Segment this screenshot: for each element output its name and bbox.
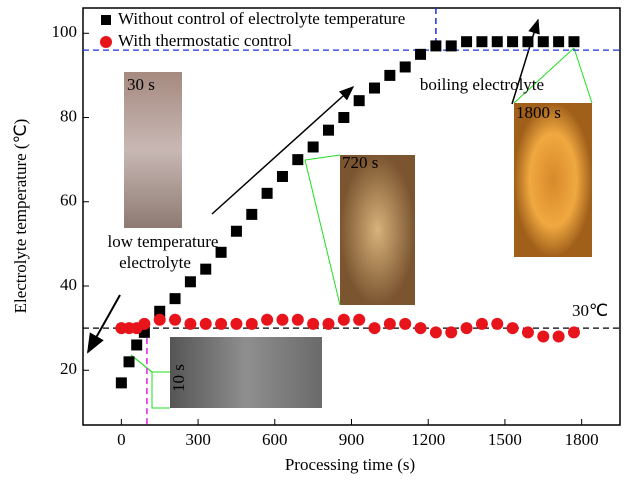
point <box>507 322 519 334</box>
point <box>323 125 334 136</box>
point <box>568 326 580 338</box>
point <box>415 49 426 60</box>
point <box>185 276 196 287</box>
point <box>568 36 579 47</box>
point <box>215 318 227 330</box>
connector <box>305 155 340 160</box>
point <box>369 322 381 334</box>
point <box>461 322 473 334</box>
point <box>461 36 472 47</box>
connector <box>305 160 340 305</box>
point <box>276 314 288 326</box>
point <box>124 356 135 367</box>
y-tick-label: 80 <box>60 106 77 125</box>
point <box>308 142 319 153</box>
x-tick-label: 0 <box>117 430 126 449</box>
point <box>170 293 181 304</box>
point <box>446 40 457 51</box>
photo <box>340 155 415 305</box>
arrow <box>88 295 120 352</box>
point <box>277 171 288 182</box>
point <box>369 83 380 94</box>
connector <box>131 355 170 372</box>
point <box>354 95 365 106</box>
connector <box>574 48 592 103</box>
point <box>184 318 196 330</box>
point <box>491 318 503 330</box>
y-tick-label: 100 <box>52 22 78 41</box>
point <box>216 247 227 258</box>
point <box>522 36 533 47</box>
point <box>353 314 365 326</box>
point <box>246 209 257 220</box>
photo-label: 30 s <box>127 75 155 94</box>
point <box>384 318 396 330</box>
legend-label: Without control of electrolyte temperatu… <box>118 9 405 28</box>
point <box>400 61 411 72</box>
point <box>338 112 349 123</box>
annotation: 30℃ <box>572 301 608 320</box>
x-tick-label: 1500 <box>488 430 522 449</box>
point <box>492 36 503 47</box>
chart: 30 s 720 s 1800 s 10 s low temperature e… <box>0 0 627 478</box>
x-axis-label: Processing time (s) <box>285 455 415 474</box>
point <box>169 314 181 326</box>
point <box>430 326 442 338</box>
x-tick-label: 900 <box>339 430 365 449</box>
y-tick-label: 60 <box>60 191 77 210</box>
x-tick-label: 600 <box>262 430 288 449</box>
point <box>261 314 273 326</box>
point <box>138 318 150 330</box>
arrow <box>212 87 353 214</box>
point <box>537 331 549 343</box>
point <box>131 339 142 350</box>
point <box>538 36 549 47</box>
photo <box>170 337 322 408</box>
point <box>507 36 518 47</box>
point <box>322 318 334 330</box>
annotation: electrolyte <box>119 253 191 272</box>
point <box>262 188 273 199</box>
point <box>476 36 487 47</box>
point <box>231 226 242 237</box>
point <box>476 318 488 330</box>
y-axis-label: Electrolyte temperature (℃) <box>11 119 30 314</box>
point <box>522 326 534 338</box>
point <box>292 154 303 165</box>
point <box>230 318 242 330</box>
point <box>445 326 457 338</box>
point <box>292 314 304 326</box>
point <box>553 331 565 343</box>
y-tick-label: 20 <box>60 359 77 378</box>
point <box>154 314 166 326</box>
annotation: boiling electrolyte <box>420 75 544 94</box>
photo-label: 10 s <box>169 364 188 392</box>
point <box>246 318 258 330</box>
legend-label: With thermostatic control <box>118 31 292 50</box>
point <box>116 377 127 388</box>
photo-label: 720 s <box>342 153 378 172</box>
point <box>384 70 395 81</box>
x-tick-label: 1200 <box>411 430 445 449</box>
legend-marker <box>100 36 112 48</box>
photo <box>124 72 182 228</box>
point <box>307 318 319 330</box>
point <box>338 314 350 326</box>
y-tick-label: 40 <box>60 275 77 294</box>
point <box>415 322 427 334</box>
photo-label: 1800 s <box>516 103 561 122</box>
x-tick-label: 1800 <box>565 430 599 449</box>
photo <box>514 103 592 257</box>
point <box>553 36 564 47</box>
point <box>399 318 411 330</box>
point <box>200 264 211 275</box>
annotation: low temperature <box>108 232 219 251</box>
connector <box>131 355 170 408</box>
point <box>200 318 212 330</box>
point <box>430 40 441 51</box>
legend-marker <box>101 15 111 25</box>
x-tick-label: 300 <box>185 430 211 449</box>
